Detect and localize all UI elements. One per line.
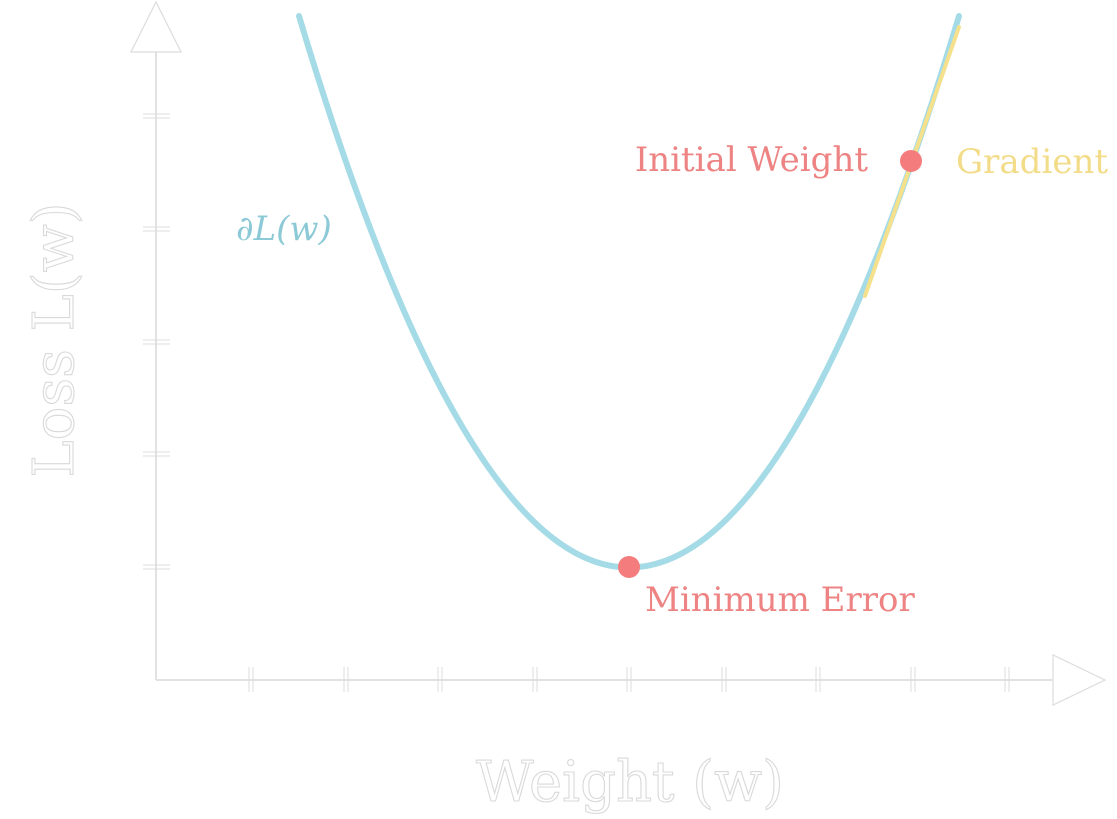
loss-curve xyxy=(296,13,962,571)
y-axis xyxy=(130,0,182,680)
gradient-label: Gradient xyxy=(956,142,1108,182)
minimum-error-point xyxy=(618,556,640,578)
initial-weight-label: Initial Weight xyxy=(635,140,869,180)
x-axis-ticks xyxy=(248,667,1010,692)
initial-weight-point xyxy=(900,150,922,172)
curve-label: ∂L(w) xyxy=(236,209,332,249)
minimum-error-label: Minimum Error xyxy=(645,580,915,620)
y-axis-ticks xyxy=(143,113,170,570)
x-axis-title: Weight (w) xyxy=(476,750,784,815)
x-axis-arrow-icon xyxy=(1052,654,1107,706)
y-axis-arrow-icon xyxy=(130,0,182,53)
y-axis-title: Loss L(w) xyxy=(22,203,87,478)
x-axis xyxy=(156,654,1107,706)
